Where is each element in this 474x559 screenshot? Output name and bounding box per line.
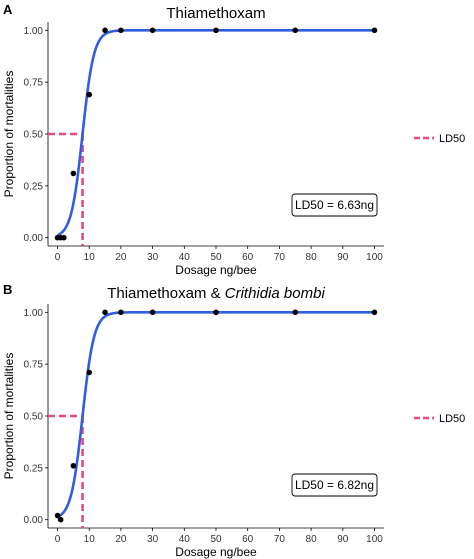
y-tick-label: 0.00 xyxy=(24,515,44,526)
y-tick-label: 0.75 xyxy=(24,360,44,371)
x-tick-label: 60 xyxy=(242,252,254,263)
data-point xyxy=(118,27,124,34)
x-tick-label: 90 xyxy=(337,534,349,545)
data-point xyxy=(70,170,77,177)
x-tick-label: 0 xyxy=(55,534,61,545)
y-tick-label: 0.75 xyxy=(24,78,44,89)
x-tick-label: 70 xyxy=(274,252,286,263)
y-axis-label: Proportion of mortalities xyxy=(2,353,16,480)
x-axis-label: Dosage ng/bee xyxy=(175,545,257,559)
y-tick-label: 1.00 xyxy=(24,26,44,37)
chart-title: Thiamethoxam & Crithidia bombi xyxy=(107,285,325,302)
x-tick-label: 70 xyxy=(274,534,286,545)
chart-title: Thiamethoxam xyxy=(166,5,265,22)
data-point xyxy=(292,27,299,34)
y-tick-label: 0.00 xyxy=(24,233,44,244)
data-point xyxy=(149,27,156,34)
data-point xyxy=(54,512,61,519)
data-point xyxy=(292,309,299,316)
legend-ld50-label: LD50 xyxy=(439,133,465,145)
x-tick-label: 20 xyxy=(115,534,127,545)
x-tick-label: 60 xyxy=(242,534,254,545)
y-axis-label: Proportion of mortalities xyxy=(2,71,16,198)
data-point xyxy=(70,462,77,469)
data-point xyxy=(118,309,124,316)
y-tick-label: 0.25 xyxy=(24,463,44,474)
x-axis-label: Dosage ng/bee xyxy=(175,263,257,277)
x-tick-label: 40 xyxy=(179,534,191,545)
panel-letter: B xyxy=(3,282,12,297)
x-tick-label: 40 xyxy=(179,252,191,263)
data-point xyxy=(86,91,93,98)
data-point xyxy=(57,516,64,523)
y-tick-label: 0.25 xyxy=(24,181,44,192)
panel-letter: A xyxy=(3,2,13,17)
ld50-annotation-text: LD50 = 6.63ng xyxy=(295,198,374,212)
data-point xyxy=(371,309,378,316)
ld50-annotation-box xyxy=(291,473,378,497)
panel-a: A Thiamethoxam 0.00 0.25 0.50 0.75 1.00 0 10 20 30… xyxy=(2,2,465,277)
x-tick-label: 50 xyxy=(210,252,222,263)
x-tick-label: 50 xyxy=(210,534,222,545)
data-point xyxy=(213,309,219,316)
ld50-annotation-box xyxy=(291,193,378,217)
x-tick-label: 90 xyxy=(337,252,349,263)
y-tick-label: 0.50 xyxy=(24,412,44,423)
x-tick-label: 100 xyxy=(366,252,383,263)
data-point xyxy=(61,234,67,241)
x-tick-label: 10 xyxy=(84,534,96,545)
data-point xyxy=(371,27,378,34)
chart-title-italic: Crithidia bombi xyxy=(225,285,326,302)
y-tick-label: 0.50 xyxy=(24,130,44,141)
x-tick-label: 0 xyxy=(55,252,61,263)
y-tick-label: 1.00 xyxy=(24,308,44,319)
x-tick-label: 100 xyxy=(366,534,383,545)
x-tick-label: 10 xyxy=(84,252,96,263)
chart-title-text: Thiamethoxam & xyxy=(107,285,225,302)
data-point xyxy=(149,309,156,316)
data-point xyxy=(102,309,108,316)
data-point xyxy=(102,27,108,34)
data-point xyxy=(213,27,219,34)
x-tick-label: 30 xyxy=(147,534,159,545)
chart-title-text: Thiamethoxam xyxy=(166,5,265,22)
panel-b: B Thiamethoxam & Crithidia bombi 0.00 0.25 0… xyxy=(2,282,465,559)
x-tick-label: 30 xyxy=(147,252,159,263)
ld50-annotation-text: LD50 = 6.82ng xyxy=(295,478,374,492)
x-tick-label: 20 xyxy=(115,252,127,263)
x-tick-label: 80 xyxy=(306,252,318,263)
data-point xyxy=(86,369,93,376)
x-tick-label: 80 xyxy=(306,534,318,545)
legend-ld50-label: LD50 xyxy=(439,413,465,425)
